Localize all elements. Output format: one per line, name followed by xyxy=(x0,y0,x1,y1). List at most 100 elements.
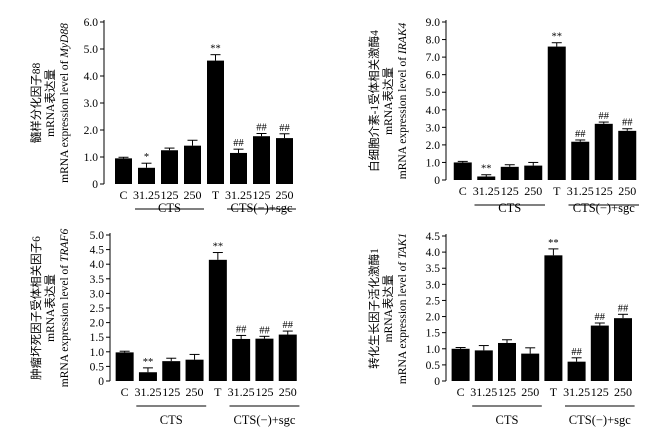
x-tick-label: 250 xyxy=(524,184,542,198)
y-tick-label: 5.0 xyxy=(90,230,105,242)
y-tick-label: 3.0 xyxy=(426,279,441,291)
bar xyxy=(451,348,470,381)
y-tick-label: 2.0 xyxy=(426,140,441,152)
bar xyxy=(276,138,293,184)
y-tick-label: 3.0 xyxy=(84,98,99,110)
x-tick-label: 250 xyxy=(521,385,539,399)
y-tick-label: 2.5 xyxy=(426,295,441,307)
bar xyxy=(138,372,157,381)
bar xyxy=(477,176,496,180)
significance-mark: ** xyxy=(143,357,154,368)
bar xyxy=(524,165,543,180)
y-tick-label: 2.0 xyxy=(90,318,105,330)
y-axis-label-en: mRNA expression level of TRAF6 xyxy=(59,229,71,388)
y-axis-label: 转化生长因子活化激酶1 mRNA表达量 mRNA expression level … xyxy=(367,233,409,384)
bar xyxy=(521,353,540,381)
significance-mark: ## xyxy=(279,123,290,134)
bar xyxy=(498,342,516,381)
significance-mark: ** xyxy=(548,238,559,249)
significance-mark: ** xyxy=(210,44,221,55)
significance-mark: ## xyxy=(256,123,267,134)
x-tick-label: 31.25 xyxy=(228,385,255,399)
x-tick-label: 125 xyxy=(162,385,180,399)
significance-mark: ## xyxy=(595,312,606,323)
y-tick-label: 3.0 xyxy=(90,288,105,300)
y-axis-label-en: mRNA expression level of IRAK4 xyxy=(397,23,409,180)
x-tick-label: 250 xyxy=(276,188,294,202)
group-label: CTS xyxy=(158,201,181,215)
bar xyxy=(115,158,132,184)
bar xyxy=(500,166,519,180)
bar xyxy=(594,123,613,180)
y-tick-label: 6.0 xyxy=(426,70,441,82)
bar xyxy=(618,130,637,180)
bar xyxy=(590,325,609,381)
bar xyxy=(208,259,227,381)
y-axis-label: 肿瘤坏死因子受体相关因子6 mRNA表达量 mRNA expression leve… xyxy=(29,229,71,388)
group-label: CTS(−)+sgc xyxy=(573,201,635,215)
significance-mark: ## xyxy=(599,111,610,122)
y-tick-label: 4.0 xyxy=(90,259,105,271)
bar xyxy=(161,150,178,184)
bar xyxy=(474,350,493,381)
y-tick-label: 3.5 xyxy=(90,274,105,286)
x-tick-label: C xyxy=(457,385,465,399)
y-tick-label: 4.5 xyxy=(90,245,105,257)
bar xyxy=(571,141,590,180)
y-axis-label-cn-unit: mRNA表达量 xyxy=(381,275,395,343)
x-tick-label: C xyxy=(121,385,129,399)
bar xyxy=(232,338,251,381)
significance-mark: ## xyxy=(259,325,270,336)
y-axis-label: 髓样分化因子88 mRNA表达量 mRNA expression level of … xyxy=(29,23,71,183)
bar xyxy=(547,46,566,181)
bar xyxy=(162,361,181,381)
x-tick-label: 31.25 xyxy=(563,385,590,399)
bar xyxy=(115,352,134,381)
x-tick-label: 250 xyxy=(279,385,297,399)
y-tick-label: 4.5 xyxy=(426,231,441,243)
significance-mark: ** xyxy=(481,164,492,175)
y-tick-label: 0.5 xyxy=(426,360,441,372)
x-tick-label: 31.25 xyxy=(470,385,497,399)
y-tick-label: 1.0 xyxy=(84,152,99,164)
x-tick-label: 250 xyxy=(618,184,636,198)
bar xyxy=(567,361,586,381)
significance-mark: ## xyxy=(236,324,247,335)
group-label: CTS(−)+sgc xyxy=(233,413,295,427)
y-axis-label-en: mRNA expression level of MyD88 xyxy=(59,23,71,183)
x-tick-label: 31.25 xyxy=(134,385,161,399)
y-tick-label: 2.5 xyxy=(90,303,105,315)
y-tick-label: 1.0 xyxy=(90,347,105,359)
bar xyxy=(278,334,297,381)
x-tick-label: 125 xyxy=(161,188,179,202)
group-label: CTS xyxy=(498,201,521,215)
y-axis-label-cn-unit: mRNA表达量 xyxy=(43,274,57,342)
y-axis-label-en: mRNA expression level of TAK1 xyxy=(397,233,409,384)
significance-mark: ## xyxy=(622,118,633,129)
chart-panel-top-left: 01.02.03.04.05.06.0C*31.25 125 250**T##31.… xyxy=(29,17,296,215)
bar xyxy=(138,167,155,184)
group-label: CTS(−)+sgc xyxy=(230,201,292,215)
y-tick-label: 3.5 xyxy=(426,263,441,275)
group-label: CTS xyxy=(496,413,519,427)
group-label: CTS(−)+sgc xyxy=(569,413,631,427)
y-axis-label-cn: 转化生长因子活化激酶1 xyxy=(367,248,381,369)
y-tick-label: 3.0 xyxy=(426,122,441,134)
y-tick-label: 2.0 xyxy=(426,312,441,324)
bar xyxy=(544,255,563,381)
bar xyxy=(207,60,224,184)
significance-mark: ## xyxy=(283,320,294,331)
y-tick-label: 0 xyxy=(434,175,440,187)
gene-name: TAK1 xyxy=(397,233,409,259)
bar xyxy=(255,338,274,381)
significance-mark: ** xyxy=(213,242,224,253)
bar xyxy=(614,318,632,381)
group-label: CTS xyxy=(160,413,183,427)
y-axis-label: 白细胞介素-1受体相关激酶4 mRNA表达量 mRNA expression lev… xyxy=(367,23,409,180)
y-tick-label: 1.0 xyxy=(426,344,441,356)
y-tick-label: 7.0 xyxy=(426,52,441,64)
x-tick-label: 125 xyxy=(255,385,273,399)
y-tick-label: 4.0 xyxy=(426,105,441,117)
x-tick-label: C xyxy=(119,188,127,202)
significance-mark: ## xyxy=(233,138,244,149)
